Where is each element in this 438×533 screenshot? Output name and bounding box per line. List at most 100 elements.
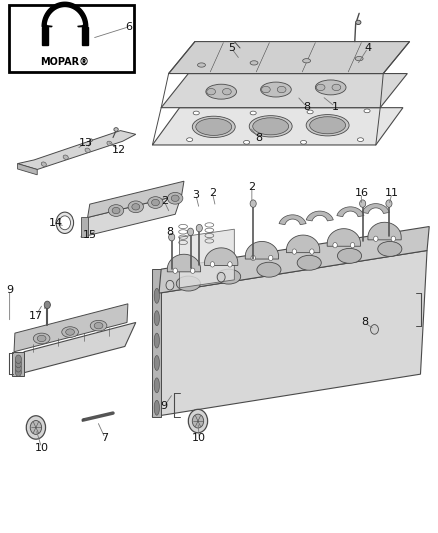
Ellipse shape xyxy=(94,322,103,329)
Text: 2: 2 xyxy=(209,188,216,198)
Circle shape xyxy=(56,212,74,233)
Ellipse shape xyxy=(297,255,321,270)
Ellipse shape xyxy=(112,207,120,214)
Ellipse shape xyxy=(355,56,363,61)
Ellipse shape xyxy=(41,162,46,166)
Polygon shape xyxy=(12,352,24,376)
Polygon shape xyxy=(42,27,48,45)
Ellipse shape xyxy=(171,195,179,201)
Ellipse shape xyxy=(300,141,307,144)
Ellipse shape xyxy=(250,111,256,115)
Polygon shape xyxy=(327,229,360,246)
Circle shape xyxy=(166,280,174,290)
Text: 1: 1 xyxy=(332,102,339,111)
Circle shape xyxy=(250,200,256,207)
Text: 15: 15 xyxy=(83,230,97,239)
Circle shape xyxy=(360,200,366,207)
Ellipse shape xyxy=(206,84,237,99)
Ellipse shape xyxy=(62,327,78,337)
Ellipse shape xyxy=(253,118,289,135)
Ellipse shape xyxy=(261,86,270,93)
Polygon shape xyxy=(337,207,364,217)
Polygon shape xyxy=(152,251,427,417)
Ellipse shape xyxy=(307,110,313,114)
Circle shape xyxy=(350,243,355,248)
Polygon shape xyxy=(362,204,389,214)
Circle shape xyxy=(217,272,225,282)
Ellipse shape xyxy=(90,139,92,142)
Circle shape xyxy=(30,421,42,434)
Ellipse shape xyxy=(310,117,346,134)
Text: 10: 10 xyxy=(192,433,206,443)
Circle shape xyxy=(169,233,175,241)
Text: 9: 9 xyxy=(161,401,168,411)
Polygon shape xyxy=(169,42,410,74)
Text: 5: 5 xyxy=(228,43,235,53)
Ellipse shape xyxy=(207,88,215,95)
Text: 8: 8 xyxy=(255,133,262,142)
Circle shape xyxy=(187,228,194,236)
Text: 11: 11 xyxy=(385,188,399,198)
Polygon shape xyxy=(286,235,320,253)
Ellipse shape xyxy=(192,116,235,138)
Bar xyxy=(9,5,134,72)
Text: 13: 13 xyxy=(78,138,92,148)
Ellipse shape xyxy=(63,155,68,159)
Ellipse shape xyxy=(107,141,112,146)
Circle shape xyxy=(26,416,46,439)
Polygon shape xyxy=(161,74,407,108)
Polygon shape xyxy=(81,217,88,237)
Circle shape xyxy=(228,262,232,267)
Text: 6: 6 xyxy=(126,22,133,31)
Circle shape xyxy=(188,409,208,433)
Text: 8: 8 xyxy=(303,102,310,111)
Ellipse shape xyxy=(216,269,241,284)
Ellipse shape xyxy=(257,262,281,277)
Polygon shape xyxy=(14,304,128,352)
Ellipse shape xyxy=(15,359,21,368)
Ellipse shape xyxy=(148,197,163,208)
Polygon shape xyxy=(42,2,88,27)
Ellipse shape xyxy=(223,88,231,95)
Circle shape xyxy=(371,325,378,334)
Ellipse shape xyxy=(303,59,311,63)
Ellipse shape xyxy=(277,86,286,93)
Polygon shape xyxy=(159,227,429,293)
Text: 8: 8 xyxy=(166,227,173,237)
Ellipse shape xyxy=(15,355,21,364)
Ellipse shape xyxy=(357,138,364,142)
Polygon shape xyxy=(180,229,234,288)
Polygon shape xyxy=(306,211,333,221)
Ellipse shape xyxy=(196,118,232,135)
Ellipse shape xyxy=(261,82,291,97)
Circle shape xyxy=(391,236,396,241)
Ellipse shape xyxy=(378,241,402,256)
Circle shape xyxy=(210,262,215,267)
Ellipse shape xyxy=(250,61,258,65)
Ellipse shape xyxy=(356,20,361,25)
Ellipse shape xyxy=(37,335,46,342)
Circle shape xyxy=(44,301,50,309)
Ellipse shape xyxy=(337,248,362,263)
Ellipse shape xyxy=(306,115,349,136)
Text: 8: 8 xyxy=(361,318,368,327)
Polygon shape xyxy=(18,164,37,175)
Ellipse shape xyxy=(90,320,107,331)
Circle shape xyxy=(191,268,195,273)
Ellipse shape xyxy=(15,368,21,376)
Polygon shape xyxy=(88,181,184,217)
Polygon shape xyxy=(81,195,182,237)
Text: 10: 10 xyxy=(35,443,49,453)
Text: 16: 16 xyxy=(354,188,368,198)
Circle shape xyxy=(173,268,177,273)
Ellipse shape xyxy=(154,378,159,393)
Ellipse shape xyxy=(154,333,159,348)
Text: 7: 7 xyxy=(102,433,109,443)
Text: 14: 14 xyxy=(49,218,63,228)
Text: 17: 17 xyxy=(29,311,43,320)
Ellipse shape xyxy=(154,400,159,415)
Circle shape xyxy=(268,255,273,261)
Ellipse shape xyxy=(315,80,346,95)
Ellipse shape xyxy=(15,364,21,372)
Text: 9: 9 xyxy=(6,286,13,295)
